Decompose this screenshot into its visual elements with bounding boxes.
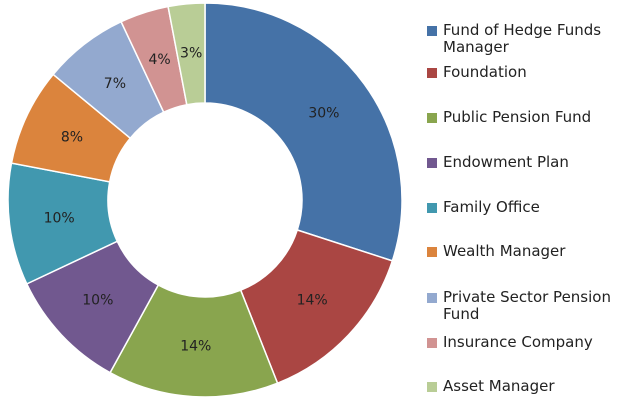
legend-item: Wealth Manager — [427, 243, 629, 260]
legend-label: Wealth Manager — [443, 242, 566, 260]
legend-swatch — [427, 382, 437, 392]
legend-item: Fund of Hedge Funds Manager — [427, 22, 629, 56]
legend-item: Family Office — [427, 199, 629, 216]
legend-item: Public Pension Fund — [427, 109, 629, 126]
legend-swatch — [427, 26, 437, 36]
legend-label: Family Office — [443, 198, 540, 216]
legend-label: Public Pension Fund — [443, 108, 592, 126]
data-label: 7% — [104, 76, 126, 92]
legend-swatch — [427, 113, 437, 123]
legend-label: Asset Manager — [443, 377, 555, 395]
data-label: 30% — [308, 106, 339, 122]
legend-item: Asset Manager — [427, 378, 629, 395]
legend-label: Foundation — [443, 63, 527, 81]
legend-label: Private Sector Pension Fund — [443, 288, 611, 323]
legend-label: Endowment Plan — [443, 153, 569, 171]
legend-swatch — [427, 68, 437, 78]
legend-item: Private Sector Pension Fund — [427, 289, 629, 323]
legend-swatch — [427, 247, 437, 257]
legend-item: Insurance Company — [427, 334, 629, 351]
data-label: 10% — [44, 210, 75, 226]
legend-swatch — [427, 158, 437, 168]
donut-slice — [204, 2, 403, 262]
legend-item: Foundation — [427, 64, 629, 81]
data-label: 3% — [180, 46, 202, 62]
data-label: 10% — [82, 293, 113, 309]
data-label: 8% — [61, 129, 83, 145]
data-label: 4% — [148, 52, 170, 68]
data-label: 14% — [180, 339, 211, 355]
legend-item: Endowment Plan — [427, 154, 629, 171]
legend-swatch — [427, 338, 437, 348]
legend-label: Insurance Company — [443, 333, 593, 351]
legend-swatch — [427, 203, 437, 213]
legend-swatch — [427, 293, 437, 303]
data-label: 14% — [297, 293, 328, 309]
donut-slice — [167, 2, 206, 106]
legend-label: Fund of Hedge Funds Manager — [443, 21, 602, 56]
